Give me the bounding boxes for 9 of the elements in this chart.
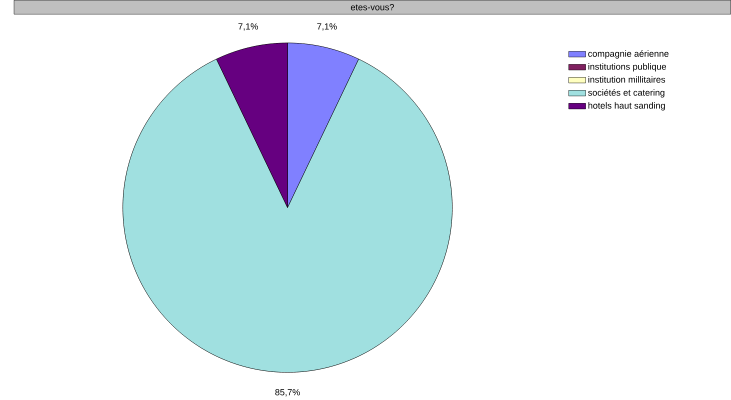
legend-label: sociétés et catering — [588, 89, 664, 98]
data-label: 7,1% — [238, 23, 258, 31]
data-label: 7,1% — [317, 23, 337, 31]
legend-label: compagnie aérienne — [588, 50, 669, 59]
legend-label: institutions publique — [588, 63, 666, 72]
data-label: 85,7% — [275, 389, 300, 397]
legend-label: institution millitaires — [588, 76, 666, 83]
legend-label: hotels haut sanding — [588, 102, 665, 111]
chart-title: etes-vous? — [350, 4, 394, 10]
